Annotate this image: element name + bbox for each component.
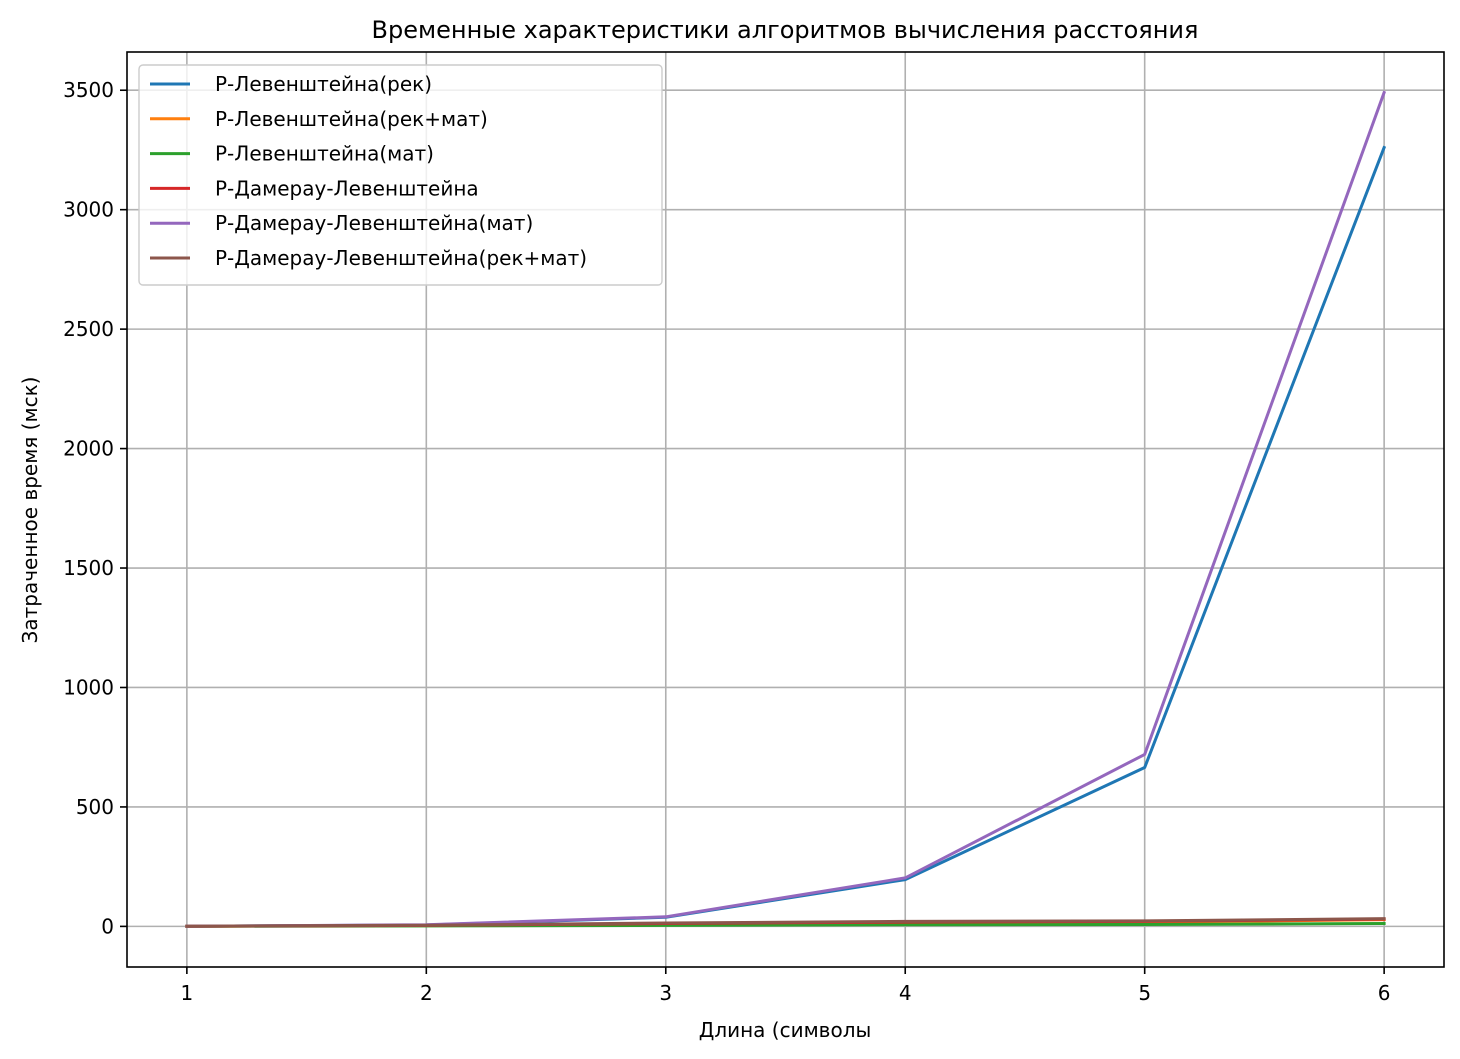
y-tick-label: 0	[101, 914, 114, 938]
legend: Р-Левенштейна(рек) Р-Левенштейна(рек+мат)…	[138, 64, 663, 286]
y-tick-label: 2500	[63, 317, 114, 341]
y-tick-label: 3500	[63, 78, 114, 102]
y-tick-label: 3000	[63, 198, 114, 222]
legend-label: Р-Дамерау-Левенштейна(мат)	[215, 211, 533, 235]
x-axis-label: Длина (символы	[699, 1018, 872, 1042]
legend-box	[138, 64, 663, 286]
legend-label: Р-Левенштейна(рек)	[215, 72, 432, 96]
axis-ticks: 1 2 3 4 5 6 0 500 1000 1500 2000 2500 3000 3500	[63, 78, 1390, 1005]
y-tick-label: 2000	[63, 437, 114, 461]
legend-label: Р-Дамерау-Левенштейна	[215, 176, 479, 200]
y-axis-label: Затраченное время (мск)	[18, 377, 42, 644]
series-lines	[185, 90, 1387, 928]
x-tick-label: 2	[420, 981, 433, 1005]
x-tick-label: 1	[180, 981, 193, 1005]
legend-label: Р-Дамерау-Левенштейна(рек+мат)	[215, 246, 587, 270]
x-tick-label: 3	[659, 981, 672, 1005]
x-tick-label: 5	[1138, 981, 1151, 1005]
chart-title: Временные характеристики алгоритмов вычи…	[372, 16, 1199, 44]
x-tick-label: 6	[1378, 981, 1391, 1005]
series-line-6	[185, 917, 1386, 928]
legend-label: Р-Левенштейна(рек+мат)	[215, 107, 488, 131]
grid	[127, 52, 1444, 967]
plot-frame	[126, 51, 1445, 968]
legend-label: Р-Левенштейна(мат)	[215, 142, 434, 166]
y-tick-label: 1500	[63, 556, 114, 580]
x-tick-label: 4	[899, 981, 912, 1005]
y-tick-label: 500	[76, 795, 114, 819]
y-tick-label: 1000	[63, 675, 114, 699]
